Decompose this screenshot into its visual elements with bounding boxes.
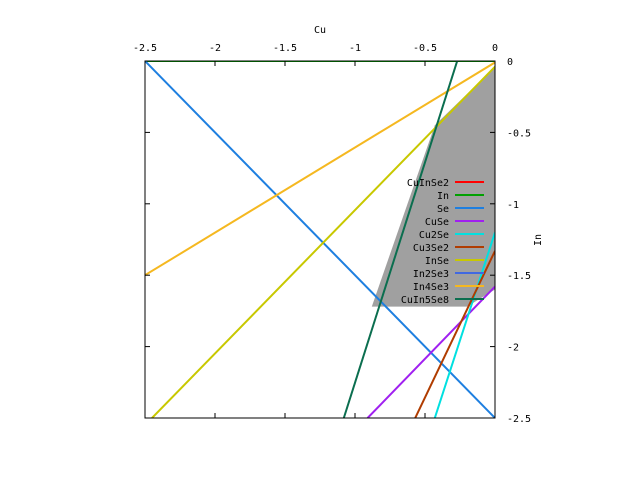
x-tick-label: -2.5: [133, 43, 157, 54]
x-axis-label: Cu: [314, 25, 326, 36]
x-tick-label: -2: [209, 43, 221, 54]
series-line-se: [145, 61, 495, 418]
series-line-cu2se: [433, 232, 495, 418]
legend-label: Cu3Se2: [413, 243, 449, 254]
y-tick-label: -0.5: [507, 128, 531, 139]
legend: CuInSe2InSeCuSeCu2SeCu3Se2InSeIn2Se3In4S…: [401, 178, 484, 306]
series-line-in4se3: [145, 61, 495, 277]
y-tick-label: -2: [507, 343, 519, 354]
series-line-cuin5se8: [342, 61, 459, 418]
legend-label: InSe: [425, 256, 449, 267]
x-tick-label: 0: [492, 43, 498, 54]
y-axis-label: In: [533, 234, 544, 246]
series-line-cuse: [366, 285, 495, 418]
legend-label: In2Se3: [413, 269, 449, 280]
legend-label: CuSe: [425, 217, 449, 228]
y-tick-label: -1.5: [507, 271, 531, 282]
y-tick-label: -1: [507, 200, 519, 211]
y-tick-label: -2.5: [507, 414, 531, 425]
y-tick-label: 0: [507, 57, 513, 68]
x-tick-label: -1.5: [273, 43, 297, 54]
y-axis: 0 -0.5 -1 -1.5 -2 -2.5: [145, 57, 531, 425]
legend-label: CuInSe2: [407, 178, 449, 189]
legend-label: CuIn5Se8: [401, 295, 449, 306]
legend-label: In4Se3: [413, 282, 449, 293]
x-axis: -2.5 -2 -1.5 -1 -0.5 0: [133, 43, 498, 418]
series-layer: [145, 61, 495, 418]
legend-label: In: [437, 191, 449, 202]
series-line-cu3se2: [414, 250, 495, 418]
x-tick-label: -1: [349, 43, 361, 54]
legend-label: Se: [437, 204, 449, 215]
plot-frame: [144, 60, 496, 419]
legend-label: Cu2Se: [419, 230, 449, 241]
x-tick-label: -0.5: [413, 43, 437, 54]
